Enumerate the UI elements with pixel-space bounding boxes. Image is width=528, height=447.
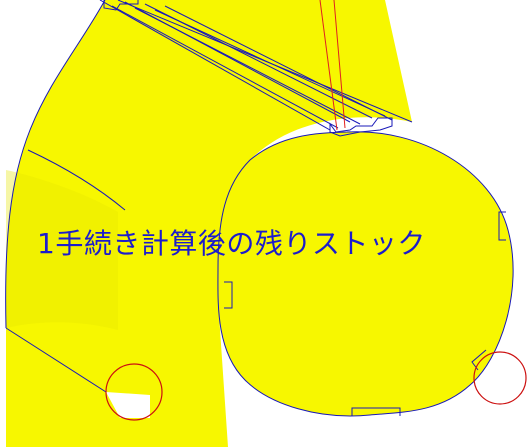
rail-line bbox=[111, 5, 339, 129]
bottom-right-gap-marker bbox=[473, 351, 527, 405]
bottom-right-gap bbox=[486, 378, 528, 404]
cylinder-ridge-edge bbox=[27, 149, 126, 211]
bottom-left-gap-marker bbox=[105, 363, 163, 421]
stock-end-face bbox=[217, 131, 514, 416]
top-rail-slot bbox=[99, 0, 393, 137]
rail-line bbox=[164, 5, 393, 121]
right-notch bbox=[498, 211, 506, 241]
stock-body-shell bbox=[5, 0, 413, 447]
bottom-notch bbox=[351, 407, 401, 416]
rail-end-block bbox=[329, 117, 393, 137]
stock-shade-band bbox=[6, 170, 118, 330]
left-silhouette-edge bbox=[5, 0, 106, 329]
tool-line bbox=[319, 0, 338, 131]
rail-line bbox=[154, 9, 386, 117]
end-face-outline bbox=[217, 131, 514, 417]
bottom-left-gap bbox=[106, 392, 150, 418]
bottom-edge bbox=[5, 327, 107, 393]
rail-line bbox=[134, 7, 361, 125]
rail-line bbox=[99, 0, 331, 131]
rail-block bbox=[103, 0, 139, 11]
tool-path-lines bbox=[319, 0, 346, 131]
tool-line bbox=[333, 0, 346, 129]
left-notch bbox=[224, 281, 233, 309]
